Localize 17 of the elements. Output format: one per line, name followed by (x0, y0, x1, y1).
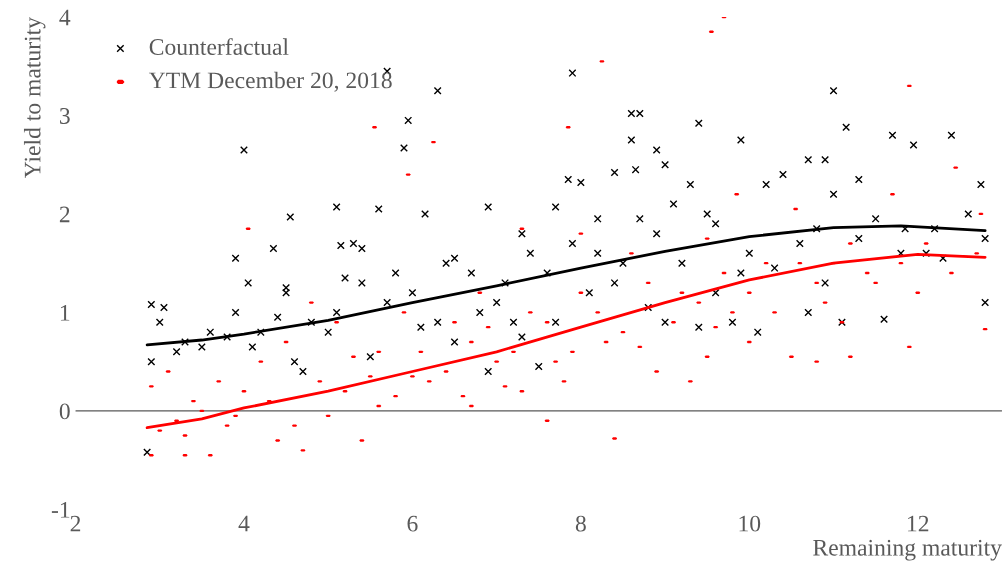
legend-label: Counterfactual (149, 38, 289, 55)
x-tick-label: 10 (739, 515, 761, 532)
x-tick-label: 6 (407, 515, 418, 532)
x-tick-label: 8 (575, 515, 586, 532)
y-tick-label: 1 (60, 305, 70, 321)
line-series (145, 224, 987, 347)
y-tick-label: 0 (59, 403, 70, 420)
line-series (145, 252, 987, 430)
legend-label: YTM December 20, 2018 (148, 71, 392, 92)
y-tick-label: 3 (59, 108, 70, 124)
y-tick-label: 4 (59, 9, 71, 26)
y-tick-label: -1 (51, 502, 70, 518)
x-axis-title: Remaining maturity (813, 539, 1002, 561)
y-tick-label: 2 (59, 206, 70, 223)
x-tick-label: 4 (238, 515, 250, 532)
x-tick-label: 12 (908, 515, 929, 532)
y-axis-title: Yield to maturity (23, 17, 46, 179)
